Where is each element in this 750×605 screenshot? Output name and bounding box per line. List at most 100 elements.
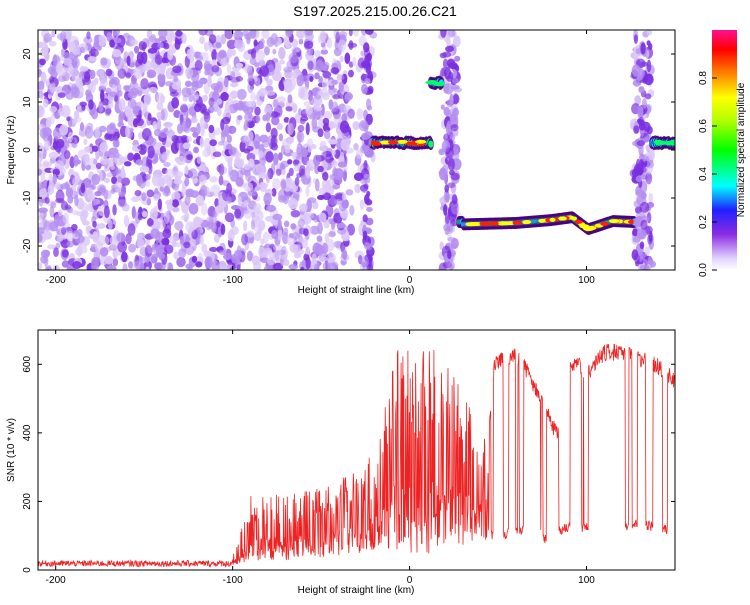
spectrum-cell: [215, 41, 222, 49]
spectrum-cell: [234, 156, 241, 166]
spectrum-cell: [215, 35, 221, 43]
spectrum-cell: [72, 177, 79, 187]
spectrum-cell: [115, 140, 120, 148]
spectrum-cell: [117, 176, 123, 183]
spectrum-cell: [123, 85, 130, 91]
spectrum-cell: [243, 200, 249, 207]
spectrum-cell: [199, 236, 204, 245]
spectrum-cell: [317, 194, 325, 201]
spectrum-cell: [271, 229, 279, 240]
spectrum-cell: [255, 114, 261, 123]
spectrum-cell: [173, 242, 183, 248]
spectrum-cell: [319, 256, 329, 262]
spectrum-cell: [241, 233, 248, 246]
spectrum-cell: [157, 72, 166, 83]
spectrum-cell: [163, 211, 170, 224]
spectrum-cell: [179, 114, 184, 125]
spectrum-cell: [53, 247, 59, 258]
spectrum-cell: [173, 179, 183, 185]
spectrum-cell: [271, 188, 277, 197]
spectrum-cell: [631, 64, 641, 77]
spectrum-cell: [54, 182, 62, 190]
spectrum-cell: [211, 59, 218, 67]
spectrum-cell: [266, 257, 275, 266]
spectrum-cell: [89, 48, 99, 58]
spectrum-cell: [99, 142, 108, 153]
spectrum-cell: [365, 217, 374, 226]
spectrum-cell: [100, 89, 105, 103]
spectrum-cell: [115, 168, 122, 175]
spectrum-cell: [253, 231, 262, 242]
spectrum-cell: [188, 202, 199, 215]
spectrum-cell: [196, 122, 201, 135]
spectrum-cell: [261, 251, 269, 258]
spectrum-cell: [320, 42, 326, 48]
spectrum-cell: [305, 185, 310, 197]
spectrum-cell: [192, 131, 199, 138]
spectrum-cell: [639, 201, 650, 213]
spectrum-cell: [49, 105, 58, 113]
spectrum-cell: [190, 126, 198, 133]
snr-series-layer: [38, 343, 675, 568]
spectrum-cell: [67, 131, 74, 143]
spectrum-cell: [445, 45, 454, 53]
spectrum-cell: [296, 74, 304, 87]
spectrum-cell: [341, 234, 351, 242]
snr-series-line: [38, 343, 675, 568]
snr-y-tick-label: 400: [22, 424, 33, 441]
spectrum-cell: [248, 158, 255, 168]
spectrum-cell: [184, 67, 194, 78]
spectrum-cell: [358, 119, 369, 132]
spectrum-cell: [320, 49, 329, 55]
spectrum-cell: [246, 250, 253, 262]
spectrum-cell: [243, 209, 253, 219]
spectrum-cell: [279, 59, 285, 65]
spectrum-cell: [120, 166, 125, 179]
spectrum-cell: [231, 253, 238, 264]
spectrum-cell: [309, 95, 315, 106]
spectrum-cell: [162, 174, 172, 185]
spectrum-cell: [183, 241, 191, 249]
spectrum-cell: [255, 163, 265, 175]
spectrum-cell: [236, 264, 241, 270]
spectrum-cell: [40, 71, 47, 84]
spectrum-cell: [112, 30, 121, 36]
spectrum-cell: [179, 145, 186, 158]
snr-x-tick-label: -200: [46, 575, 66, 586]
spectrum-cell: [215, 51, 224, 62]
spectrum-cell: [339, 55, 344, 63]
spectrum-cell: [43, 32, 52, 43]
spectrum-cell: [287, 123, 294, 136]
spectrum-cell: [66, 241, 74, 248]
spectrum-peak-cell: [396, 139, 408, 144]
spectrum-cell: [106, 172, 113, 178]
spectrum-cell: [448, 30, 456, 38]
spectrum-cell: [639, 264, 650, 270]
spectrum-peak-cell: [415, 139, 427, 144]
spectrum-cell: [322, 117, 330, 125]
spectrum-cell: [206, 145, 211, 156]
spectrum-cell: [199, 77, 208, 85]
spectrum-cell: [311, 143, 317, 150]
spectrum-cell: [173, 251, 179, 260]
spectrum-cell: [258, 87, 268, 97]
spectrum-cell: [208, 215, 218, 226]
spectrum-cell: [164, 238, 170, 246]
spectrum-cell: [184, 80, 192, 88]
spectrum-cell: [137, 144, 147, 150]
spectrum-cell: [264, 104, 273, 116]
spectrum-cell: [634, 95, 642, 106]
spectrum-cell: [194, 94, 200, 101]
spectrum-cell: [221, 116, 231, 125]
spectrum-cell: [39, 212, 44, 220]
spectrum-cell: [212, 151, 222, 158]
spectrum-cell: [204, 68, 210, 76]
spectrum-cell: [116, 83, 122, 94]
spectrum-cell: [291, 151, 298, 158]
spectrum-cell: [100, 156, 109, 166]
spectrum-peak-cell: [501, 221, 512, 226]
spectrum-cell: [632, 236, 641, 243]
spectrum-cell: [317, 128, 324, 138]
